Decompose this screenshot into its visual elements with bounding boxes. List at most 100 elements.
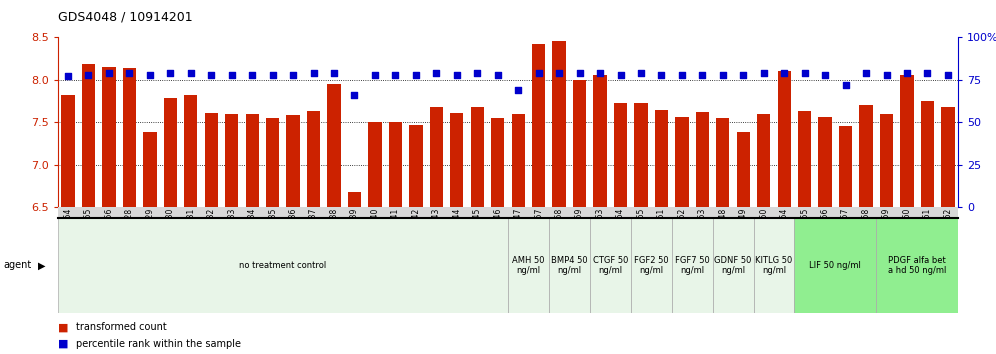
Point [817,72,833,78]
Point [122,70,137,76]
Point [572,70,588,76]
Bar [654,110,668,207]
Text: GSM510042: GSM510042 [411,207,420,254]
Bar [553,41,566,207]
Bar [860,105,872,207]
Bar [795,218,876,313]
Bar [921,101,934,207]
Bar [184,95,197,207]
Bar [307,111,320,207]
Bar [900,75,913,207]
Text: GSM510040: GSM510040 [371,207,379,254]
Text: transformed count: transformed count [76,322,166,332]
Point [653,72,669,78]
Bar [634,103,647,207]
Point [776,70,792,76]
Text: FGF7 50
ng/ml: FGF7 50 ng/ml [674,256,709,275]
Bar [225,114,238,207]
Point [633,70,649,76]
Point [878,72,894,78]
Text: GSM510058: GSM510058 [862,207,871,254]
Point [490,72,506,78]
Point [531,70,547,76]
Bar [163,98,177,207]
Text: GSM510041: GSM510041 [390,207,400,254]
Text: GSM510055: GSM510055 [800,207,809,254]
Text: GSM510028: GSM510028 [124,207,133,253]
Bar [839,126,853,207]
Bar [876,218,958,313]
Point [899,70,915,76]
Bar [757,114,770,207]
Point [347,92,363,98]
Bar [549,218,590,313]
Point [674,72,690,78]
Point [326,70,342,76]
Bar [716,118,729,207]
Point [306,70,322,76]
Text: GSM510048: GSM510048 [718,207,727,254]
Bar [388,122,402,207]
Text: GSM510060: GSM510060 [902,207,911,254]
Point [408,72,424,78]
Bar [143,132,156,207]
Text: GSM510065: GSM510065 [636,207,645,254]
Bar [103,67,116,207]
Bar [266,118,279,207]
Text: GSM510032: GSM510032 [207,207,216,254]
Text: GSM510050: GSM510050 [759,207,768,254]
Bar [58,218,508,313]
Bar [409,125,422,207]
Point [613,72,628,78]
Point [756,70,772,76]
Bar [754,218,795,313]
Point [60,73,76,79]
Text: GSM509256: GSM509256 [105,207,114,254]
Text: GSM510051: GSM510051 [657,207,666,254]
Text: ■: ■ [58,322,69,332]
Bar [246,114,259,207]
Bar [512,114,525,207]
Text: GSM510059: GSM510059 [882,207,891,254]
Point [428,70,444,76]
Bar [630,218,671,313]
Text: GSM510062: GSM510062 [943,207,952,254]
Text: KITLG 50
ng/ml: KITLG 50 ng/ml [755,256,793,275]
Point [265,72,281,78]
Text: GSM510030: GSM510030 [165,207,175,254]
Point [162,70,178,76]
Point [387,72,403,78]
Bar [58,207,958,218]
Bar [450,113,463,207]
Text: GSM510061: GSM510061 [923,207,932,254]
Text: no treatment control: no treatment control [239,261,327,270]
Point [141,72,157,78]
Text: GDS4048 / 10914201: GDS4048 / 10914201 [58,11,192,24]
Text: GSM510036: GSM510036 [289,207,298,254]
Text: BMP4 50
ng/ml: BMP4 50 ng/ml [551,256,588,275]
Text: GSM510038: GSM510038 [330,207,339,254]
Point [203,72,219,78]
Point [285,72,301,78]
Text: GSM510049: GSM510049 [739,207,748,254]
Text: LIF 50 ng/ml: LIF 50 ng/ml [810,261,862,270]
Bar [532,44,545,207]
Point [510,87,526,93]
Text: GSM510044: GSM510044 [452,207,461,254]
Text: GSM510045: GSM510045 [473,207,482,254]
Bar [941,107,954,207]
Bar [348,192,362,207]
Bar [712,218,754,313]
Text: GSM510063: GSM510063 [596,207,605,254]
Point [469,70,485,76]
Point [940,72,956,78]
Point [797,70,813,76]
Bar [471,107,484,207]
Bar [82,64,95,207]
Text: PDGF alfa bet
a hd 50 ng/ml: PDGF alfa bet a hd 50 ng/ml [888,256,946,275]
Point [838,82,854,87]
Point [183,70,199,76]
Bar [819,117,832,207]
Bar [204,113,218,207]
Point [919,70,935,76]
